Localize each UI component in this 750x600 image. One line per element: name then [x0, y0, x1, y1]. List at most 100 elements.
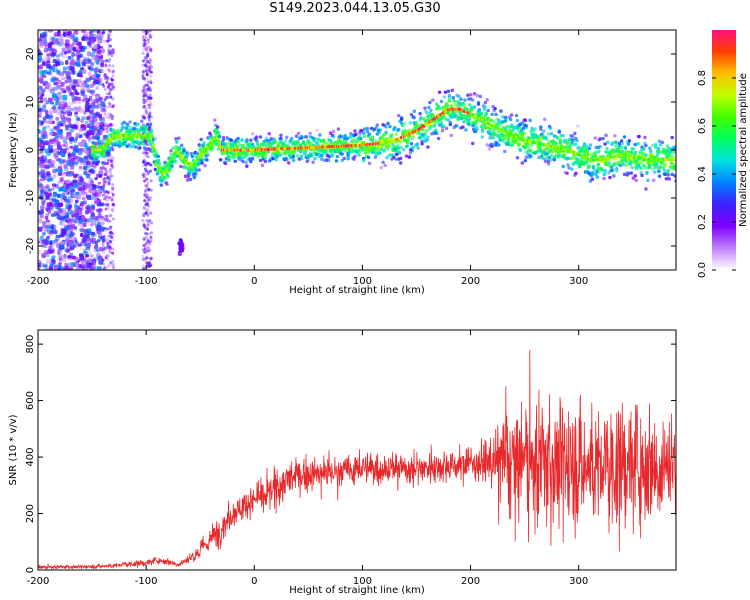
spectrogram-cell	[43, 263, 49, 267]
spectrogram-cell	[91, 184, 96, 188]
spectrogram-cell	[146, 224, 150, 228]
spectrogram-cell	[617, 141, 622, 145]
spectrogram-cell	[68, 71, 73, 75]
spectrogram-cell	[98, 58, 102, 62]
spectrogram-cell	[148, 249, 152, 253]
spectrogram-cell	[105, 198, 109, 202]
spectrogram-cell	[515, 118, 520, 123]
spectrogram-cell	[51, 36, 56, 41]
spectrogram-cell	[105, 134, 109, 139]
spectrogram-cell	[523, 158, 527, 163]
spectrogram-cell	[628, 157, 633, 162]
spectrogram-cell	[598, 137, 602, 141]
spectrogram-cell	[143, 199, 147, 203]
spectrogram-cell	[107, 48, 111, 52]
spectrogram-cell	[561, 133, 565, 138]
spectrogram-cell	[72, 100, 78, 105]
spectrogram-cell	[45, 213, 50, 217]
spectrogram-cell	[86, 173, 91, 179]
spectrogram-cell	[491, 136, 495, 140]
spectrogram-cell	[144, 64, 148, 68]
spectrogram-cell	[439, 99, 444, 104]
spectrogram-cell	[145, 227, 149, 231]
spectrogram-cell	[41, 131, 47, 135]
spectrogram-cell	[632, 158, 636, 162]
spectrogram-cell	[111, 156, 115, 160]
spectrogram-cell	[146, 83, 150, 87]
spectrogram-cell	[67, 134, 72, 139]
spectrogram-cell	[145, 143, 149, 147]
spectrogram-cell	[149, 231, 153, 235]
spectrogram-cell	[122, 120, 126, 125]
spectrogram-cell	[144, 106, 148, 110]
spectrogram-cell	[145, 253, 149, 257]
spectrogram-cell	[38, 89, 42, 95]
spectrogram-cell	[109, 50, 113, 54]
spectrogram-cell	[147, 68, 151, 72]
spectrogram-cell	[110, 155, 114, 159]
spectrogram-cell	[41, 194, 45, 199]
spectrogram-cell	[97, 38, 103, 44]
spectrogram-cell	[146, 239, 150, 243]
spectrogram-cell	[66, 161, 73, 167]
spectrogram-cell	[626, 151, 631, 155]
spectrogram-cell	[106, 219, 110, 223]
spectrogram-cell	[58, 262, 62, 266]
spectrogram-cell	[62, 94, 68, 100]
spectrogram-cell	[87, 41, 92, 46]
spectrogram-cell	[51, 261, 56, 265]
spectrogram-cell	[83, 31, 89, 37]
spectrogram-cell	[55, 204, 60, 210]
spectrogram-cell	[38, 78, 44, 83]
spectrogram-cell	[175, 140, 179, 144]
spectrogram-cell	[618, 163, 623, 168]
spectrogram-cell	[106, 264, 110, 268]
spectrogram-cell	[504, 115, 508, 120]
spectrogram-cell	[107, 148, 112, 153]
spectrogram-cell	[104, 173, 108, 177]
spectrogram-cell	[88, 113, 94, 118]
spectrogram-cell	[311, 160, 315, 164]
spectrogram-cell	[108, 93, 112, 97]
spectrogram-cell	[71, 255, 77, 259]
spectrogram-cell	[450, 88, 454, 92]
spectrogram-cell	[129, 144, 133, 149]
spectrogram-cell	[418, 136, 422, 140]
spectrogram-cell	[107, 156, 111, 160]
spectrogram-cell	[83, 238, 88, 244]
spectrogram-cell	[258, 135, 263, 139]
spectrogram-cell	[38, 142, 42, 148]
spectrogram-cell	[79, 206, 84, 211]
spectrogram-cell	[103, 217, 107, 221]
spectrogram-cell	[199, 137, 203, 142]
spectrogram-cell	[98, 153, 102, 158]
spectrogram-cell	[92, 44, 98, 49]
spectrogram-cell	[331, 134, 336, 139]
spectrogram-cell	[51, 244, 55, 248]
spectrogram-cell	[73, 209, 79, 214]
spectrogram-cell	[224, 143, 229, 147]
spectrogram-cell	[57, 151, 62, 155]
spectrogram-cell	[145, 227, 149, 231]
spectrogram-cell	[476, 102, 481, 106]
spectrogram-cell	[143, 250, 147, 254]
spectrogram-cell	[384, 131, 388, 136]
spectrogram-cell	[567, 166, 571, 170]
spectrogram-cell	[85, 229, 89, 234]
spectrogram-cell	[613, 161, 617, 166]
spectrogram-cell	[588, 143, 593, 147]
spectrogram-cell	[144, 212, 148, 216]
spectrogram-cell	[65, 44, 69, 49]
spectrogram-cell	[141, 74, 145, 78]
spectrogram-cell	[148, 93, 152, 97]
spectrogram-cell	[156, 171, 161, 176]
spectrogram-cell	[104, 214, 108, 218]
spectrogram-cell	[141, 151, 145, 155]
spectrogram-cell	[142, 86, 146, 90]
spectrogram-cell	[320, 153, 324, 158]
spectrogram-cell	[144, 90, 148, 94]
spectrogram-cell	[651, 153, 655, 157]
spectrogram-cell	[386, 121, 390, 126]
spectrogram-cell	[48, 245, 54, 250]
spectrogram-cell	[478, 94, 483, 99]
